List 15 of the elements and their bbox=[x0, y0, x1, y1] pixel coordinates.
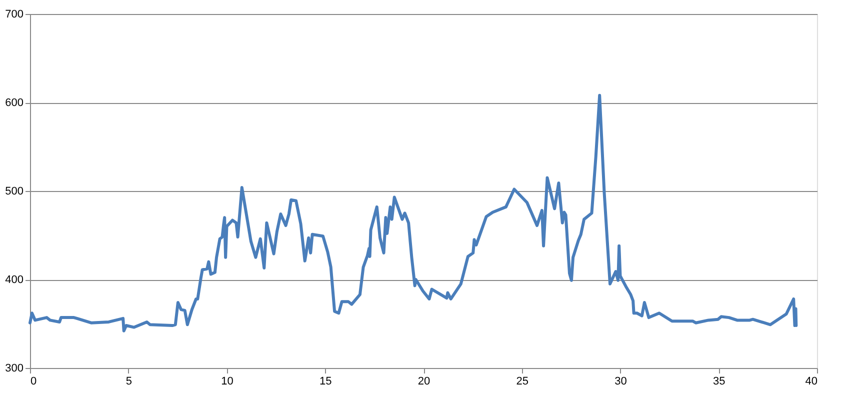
x-tick-label: 40 bbox=[805, 376, 818, 388]
y-tick-label: 600 bbox=[5, 97, 24, 109]
x-tick-label: 15 bbox=[320, 376, 332, 388]
line-series bbox=[28, 94, 798, 332]
x-tick-label: 20 bbox=[418, 376, 430, 388]
y-tick-label: 400 bbox=[5, 274, 24, 286]
y-tick-label: 300 bbox=[5, 362, 24, 374]
y-tick-label: 700 bbox=[5, 8, 24, 20]
x-tick-label: 25 bbox=[516, 376, 528, 388]
x-tick-label: 5 bbox=[126, 376, 132, 388]
x-tick-label: 0 bbox=[30, 376, 37, 388]
x-tick-label: 30 bbox=[614, 376, 627, 388]
x-tick-label: 35 bbox=[713, 376, 726, 388]
y-tick-label: 500 bbox=[5, 186, 24, 198]
x-tick-label: 10 bbox=[221, 376, 234, 388]
